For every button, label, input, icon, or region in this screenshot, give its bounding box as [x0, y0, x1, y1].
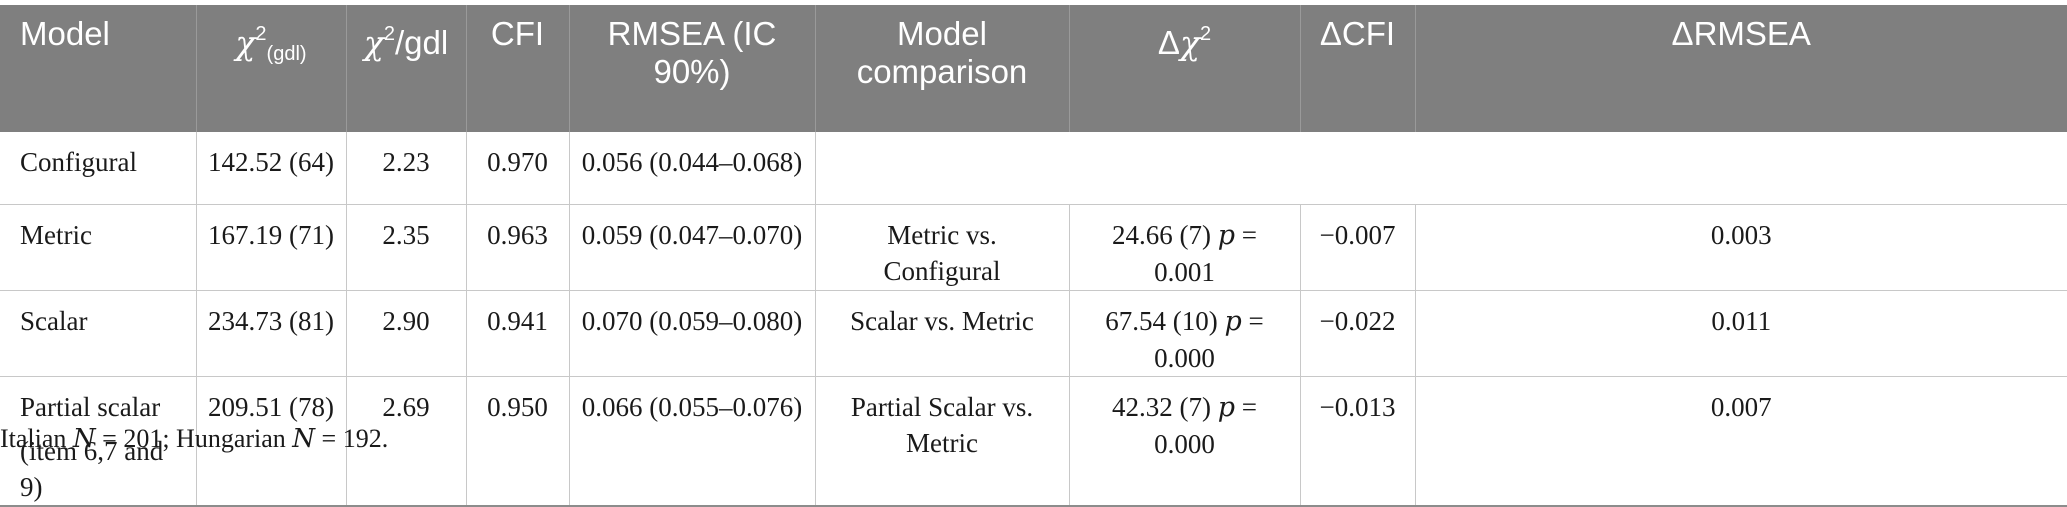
chi-symbol: χ: [363, 23, 384, 62]
chi-symbol: χ: [1179, 23, 1200, 62]
header-rmsea: RMSEA (IC 90%): [569, 5, 816, 132]
chi-sup: 2: [1199, 23, 1212, 45]
cell-delta-cfi: −0.007: [1300, 204, 1416, 291]
gdl-text: /gdl: [394, 24, 449, 61]
cell-delta-rmsea: 0.007: [1415, 376, 2067, 507]
header-chi2: χ2(gdl): [196, 5, 347, 132]
cell-chi2gdl: 2.35: [346, 204, 467, 291]
chi-sub: (gdl): [266, 43, 307, 65]
header-delta-rmsea: ΔRMSEA: [1415, 5, 2067, 132]
p-value: = 0.000: [1154, 306, 1264, 373]
header-delta-chi2: Δχ2: [1069, 5, 1301, 132]
cell-delta-cfi: −0.013: [1300, 376, 1416, 507]
header-chi2-gdl: χ2/gdl: [346, 5, 467, 132]
cell-comparison: Metric vs. Configural: [815, 204, 1070, 291]
model-line-1: Partial scalar: [20, 392, 161, 422]
cell-model: Scalar: [0, 290, 197, 377]
p-value: = 0.000: [1154, 392, 1257, 459]
cell-rmsea: 0.066 (0.055–0.076): [569, 376, 816, 507]
cell-model: Metric: [0, 204, 197, 291]
header-cfi: CFI: [466, 5, 570, 132]
table-row: Metric 167.19 (71) 2.35 0.963 0.059 (0.0…: [0, 204, 2067, 291]
cell-delta-rmsea: 0.003: [1415, 204, 2067, 291]
cell-chi2gdl: 2.23: [346, 132, 467, 205]
cell-delta-chi2: 24.66 (7) p = 0.001: [1069, 204, 1301, 291]
footnote-italian-label: Italian: [0, 424, 73, 453]
cell-rmsea: 0.059 (0.047–0.070): [569, 204, 816, 291]
chi-symbol: χ: [235, 23, 256, 62]
cell-delta-rmsea: 0.011: [1415, 290, 2067, 377]
header-model: Model: [0, 5, 197, 132]
p-label: p: [1224, 306, 1242, 337]
cell-chi2gdl: 2.90: [346, 290, 467, 377]
cell-delta-chi2: 67.54 (10) p = 0.000: [1069, 290, 1301, 377]
p-label: p: [1217, 220, 1236, 251]
table-footnote: Italian N = 201; Hungarian N = 192.: [0, 424, 388, 454]
cell-delta-cfi: −0.022: [1300, 290, 1416, 377]
p-value: = 0.001: [1154, 220, 1257, 287]
footnote-italian-value: = 201; Hungarian: [95, 424, 293, 453]
delta-chi2-value: 67.54 (10): [1105, 306, 1218, 336]
footnote-n-hungarian: N: [292, 424, 316, 454]
cell-chi2: 142.52 (64): [196, 132, 347, 205]
delta-chi2-value: 24.66 (7): [1111, 220, 1211, 250]
delta-symbol: Δ: [1157, 24, 1180, 61]
cell-cfi: 0.950: [466, 376, 570, 507]
cell-comparison-empty: [815, 132, 2067, 205]
cell-comparison: Partial Scalar vs. Metric: [815, 376, 1070, 507]
header-comparison: Model comparison: [815, 5, 1070, 132]
table-row: Partial scalar (item 6,7 and 9) 209.51 (7…: [0, 376, 2067, 507]
header-delta-cfi: ΔCFI: [1300, 5, 1416, 132]
footnote-hungarian-value: = 192.: [315, 424, 389, 453]
cell-model: Configural: [0, 132, 197, 205]
cell-cfi: 0.963: [466, 204, 570, 291]
invariance-table-wrapper: Model χ2(gdl) χ2/gdl CFI RMSEA (IC 90%) …: [0, 5, 2067, 507]
footnote-n-italian: N: [72, 424, 96, 454]
cell-chi2: 167.19 (71): [196, 204, 347, 291]
cell-comparison: Scalar vs. Metric: [815, 290, 1070, 377]
delta-chi2-value: 42.32 (7): [1111, 392, 1211, 422]
cell-rmsea: 0.056 (0.044–0.068): [569, 132, 816, 205]
cell-rmsea: 0.070 (0.059–0.080): [569, 290, 816, 377]
cell-cfi: 0.941: [466, 290, 570, 377]
table-row: Configural 142.52 (64) 2.23 0.970 0.056 …: [0, 132, 2067, 205]
cell-delta-chi2: 42.32 (7) p = 0.000: [1069, 376, 1301, 507]
table-row: Scalar 234.73 (81) 2.90 0.941 0.070 (0.0…: [0, 290, 2067, 377]
chi-sup: 2: [383, 23, 395, 45]
header-row: Model χ2(gdl) χ2/gdl CFI RMSEA (IC 90%) …: [0, 5, 2067, 132]
cell-chi2: 234.73 (81): [196, 290, 347, 377]
invariance-table: Model χ2(gdl) χ2/gdl CFI RMSEA (IC 90%) …: [0, 5, 2067, 507]
cell-cfi: 0.970: [466, 132, 570, 205]
p-label: p: [1217, 392, 1236, 423]
chi-sup: 2: [255, 23, 267, 45]
